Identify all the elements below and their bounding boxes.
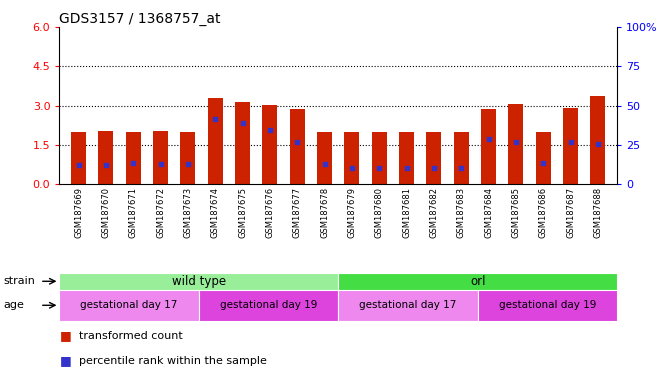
Bar <box>338 290 478 321</box>
Bar <box>481 109 496 184</box>
Bar <box>563 108 578 184</box>
Text: gestational day 17: gestational day 17 <box>359 300 457 310</box>
Bar <box>208 98 222 184</box>
Text: gestational day 19: gestational day 19 <box>220 300 317 310</box>
Bar <box>317 132 332 184</box>
Bar <box>59 273 338 290</box>
Bar <box>338 273 617 290</box>
Text: GDS3157 / 1368757_at: GDS3157 / 1368757_at <box>59 12 221 25</box>
Bar <box>235 102 250 184</box>
Bar <box>71 132 86 184</box>
Bar <box>263 105 277 184</box>
Text: age: age <box>3 300 24 310</box>
Text: gestational day 19: gestational day 19 <box>499 300 596 310</box>
Bar <box>536 132 551 184</box>
Bar <box>372 132 387 184</box>
Bar <box>180 132 195 184</box>
Bar <box>591 96 605 184</box>
Text: wild type: wild type <box>172 275 226 288</box>
Bar <box>345 132 360 184</box>
Text: gestational day 17: gestational day 17 <box>81 300 178 310</box>
Text: ■: ■ <box>59 329 71 343</box>
Bar <box>153 131 168 184</box>
Text: strain: strain <box>3 276 35 286</box>
Bar <box>125 132 141 184</box>
Bar <box>508 104 523 184</box>
Bar <box>399 132 414 184</box>
Bar <box>426 132 442 184</box>
Text: orl: orl <box>470 275 485 288</box>
Text: ■: ■ <box>59 354 71 367</box>
Bar <box>199 290 338 321</box>
Bar <box>454 132 469 184</box>
Bar <box>59 290 199 321</box>
Text: transformed count: transformed count <box>79 331 183 341</box>
Bar <box>290 109 305 184</box>
Bar <box>478 290 617 321</box>
Bar <box>98 131 114 184</box>
Text: percentile rank within the sample: percentile rank within the sample <box>79 356 267 366</box>
